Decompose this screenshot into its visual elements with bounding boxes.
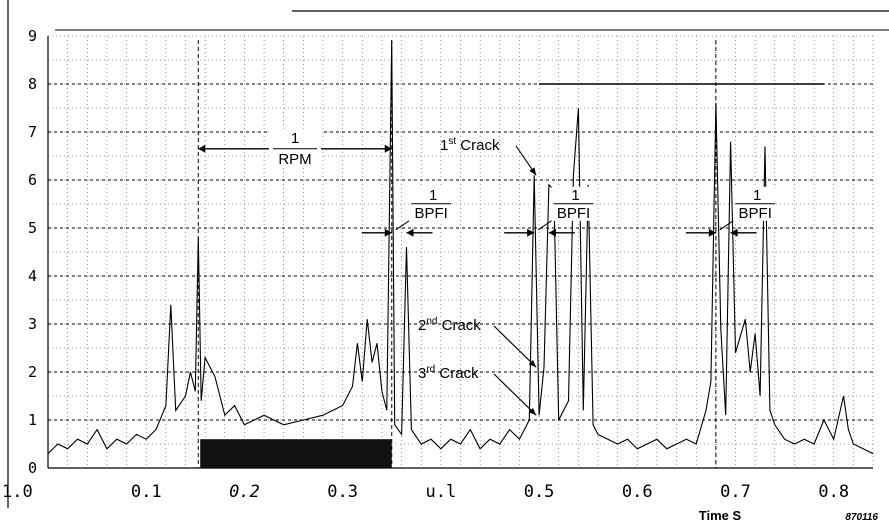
bpfi-arrow-head-right <box>548 228 556 237</box>
bpfi-label-denominator: BPFI <box>739 205 772 222</box>
bpfi-leader-line <box>719 220 734 231</box>
x-tick-label: 0.5 <box>524 482 555 502</box>
crack-leader-line <box>493 325 537 368</box>
y-tick-label: 3 <box>28 315 37 333</box>
bpfi-label-denominator: BPFI <box>557 205 590 222</box>
crack-arrow-head <box>528 359 537 368</box>
bpfi-arrow-head-left <box>708 228 716 237</box>
y-tick-label: 5 <box>28 219 37 237</box>
crack-leader-line <box>493 373 537 416</box>
crack-label: 2nd Crack <box>418 316 481 334</box>
bpfi-arrow-head-right <box>730 228 738 237</box>
x-tick-label: 0.6 <box>622 482 653 502</box>
bpfi-leader-line <box>395 220 410 231</box>
y-tick-label: 2 <box>28 363 37 381</box>
bpfi-label-numerator: 1 <box>429 187 437 204</box>
bpfi-label-numerator: 1 <box>571 187 579 204</box>
bpfi-leader-line <box>537 220 552 231</box>
y-tick-label: 6 <box>28 171 37 189</box>
x-tick-label: 1.0 <box>2 482 33 502</box>
y-tick-label: 7 <box>28 123 37 141</box>
crack-label: 3rd Crack <box>418 364 479 382</box>
rpm-arrow-head-right <box>384 144 392 153</box>
x-tick-label: 0.8 <box>818 482 849 502</box>
x-axis-title: Time S <box>699 508 742 523</box>
bpfi-label-denominator: BPFI <box>414 205 447 222</box>
y-tick-label: 0 <box>28 459 37 477</box>
bpfi-label-numerator: 1 <box>753 187 761 204</box>
x-tick-label: 0.2 <box>229 482 260 502</box>
y-tick-label: 8 <box>28 75 37 93</box>
bpfi-arrow-head-right <box>406 228 414 237</box>
y-tick-label: 4 <box>28 267 37 285</box>
x-tick-label: 0.7 <box>720 482 751 502</box>
x-tick-label: u.l <box>425 482 456 502</box>
grid <box>47 35 874 469</box>
crack-arrow-head <box>529 167 537 176</box>
dense-signal-band <box>200 439 392 468</box>
bpfi-arrow-head-left <box>384 228 392 237</box>
bpfi-arrow-head-left <box>527 228 535 237</box>
x-tick-label: 0.1 <box>131 482 162 502</box>
signal-series-line <box>47 40 874 455</box>
x-tick-label: 0.3 <box>327 482 358 502</box>
rpm-label-bg <box>269 128 322 167</box>
rpm-arrow-head-left <box>198 144 206 153</box>
crack-label: 1st Crack <box>440 136 500 154</box>
y-tick-label: 1 <box>28 411 37 429</box>
figure-id-label: 870116 <box>845 512 878 523</box>
rpm-label-denominator: RPM <box>278 151 311 168</box>
rpm-label-numerator: 1 <box>291 130 299 147</box>
y-tick-label: 9 <box>28 27 37 45</box>
crack-arrow-head <box>528 407 537 416</box>
